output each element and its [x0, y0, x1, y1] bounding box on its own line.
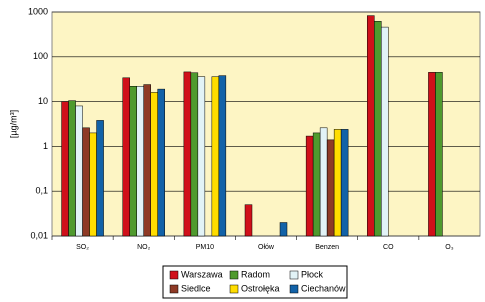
- bar: [305, 135, 314, 237]
- bar: [367, 15, 375, 237]
- y-tick-label: 10: [38, 96, 48, 106]
- bar: [143, 84, 151, 237]
- bar: [197, 76, 206, 237]
- bar: [157, 88, 165, 237]
- bar: [89, 132, 97, 237]
- bar: [279, 222, 288, 237]
- bar: [190, 72, 199, 237]
- bar: [244, 204, 253, 237]
- x-tick-label: PM10: [196, 244, 214, 251]
- legend-label: Warszawa: [181, 269, 223, 279]
- legend-swatch: [169, 270, 179, 280]
- legend-label: Płock: [301, 269, 324, 279]
- legend-swatch: [289, 284, 299, 294]
- bar: [218, 75, 227, 237]
- bar: [374, 21, 382, 237]
- bar: [122, 77, 130, 237]
- plot-area: [51, 11, 481, 237]
- bar: [333, 129, 342, 237]
- bar: [211, 76, 220, 237]
- legend-swatch: [169, 284, 179, 294]
- bar: [381, 26, 389, 237]
- y-tick-label: 1000: [28, 6, 48, 16]
- legend-label: Ostrołęka: [241, 283, 280, 293]
- y-tick-label: 0,1: [35, 186, 48, 196]
- legend-label: Radom: [241, 269, 270, 279]
- x-tick-label: CO: [383, 244, 394, 251]
- legend-swatch: [229, 270, 239, 280]
- x-tick-label: SO₂: [76, 244, 89, 251]
- legend-label: Ciechanów: [301, 283, 346, 293]
- bar: [183, 71, 192, 237]
- bar: [340, 129, 349, 237]
- legend-swatch: [289, 270, 299, 280]
- bar: [435, 72, 443, 237]
- bar: [61, 101, 69, 237]
- legend-label: Siedlce: [181, 283, 211, 293]
- bar: [96, 120, 104, 237]
- y-tick-label: 100: [33, 51, 48, 61]
- x-tick-label: NO₂: [137, 244, 151, 251]
- bar: [82, 127, 90, 237]
- legend-swatch: [229, 284, 239, 294]
- bar: [129, 86, 137, 237]
- x-tick-label: O₃: [445, 244, 453, 251]
- bar: [312, 132, 321, 237]
- y-tick-label: 1: [43, 141, 48, 151]
- x-tick-label: Benzen: [315, 244, 339, 251]
- bar: [319, 127, 328, 237]
- bar: [326, 139, 335, 237]
- y-axis-label: [µg/m³]: [8, 110, 18, 138]
- bar: [75, 105, 83, 237]
- bar: [150, 92, 158, 237]
- bar: [68, 100, 76, 237]
- legend: [162, 265, 348, 299]
- bar: [428, 72, 436, 237]
- y-tick-label: 0,01: [30, 230, 48, 240]
- bar: [136, 86, 144, 237]
- x-tick-label: Ołów: [258, 244, 275, 251]
